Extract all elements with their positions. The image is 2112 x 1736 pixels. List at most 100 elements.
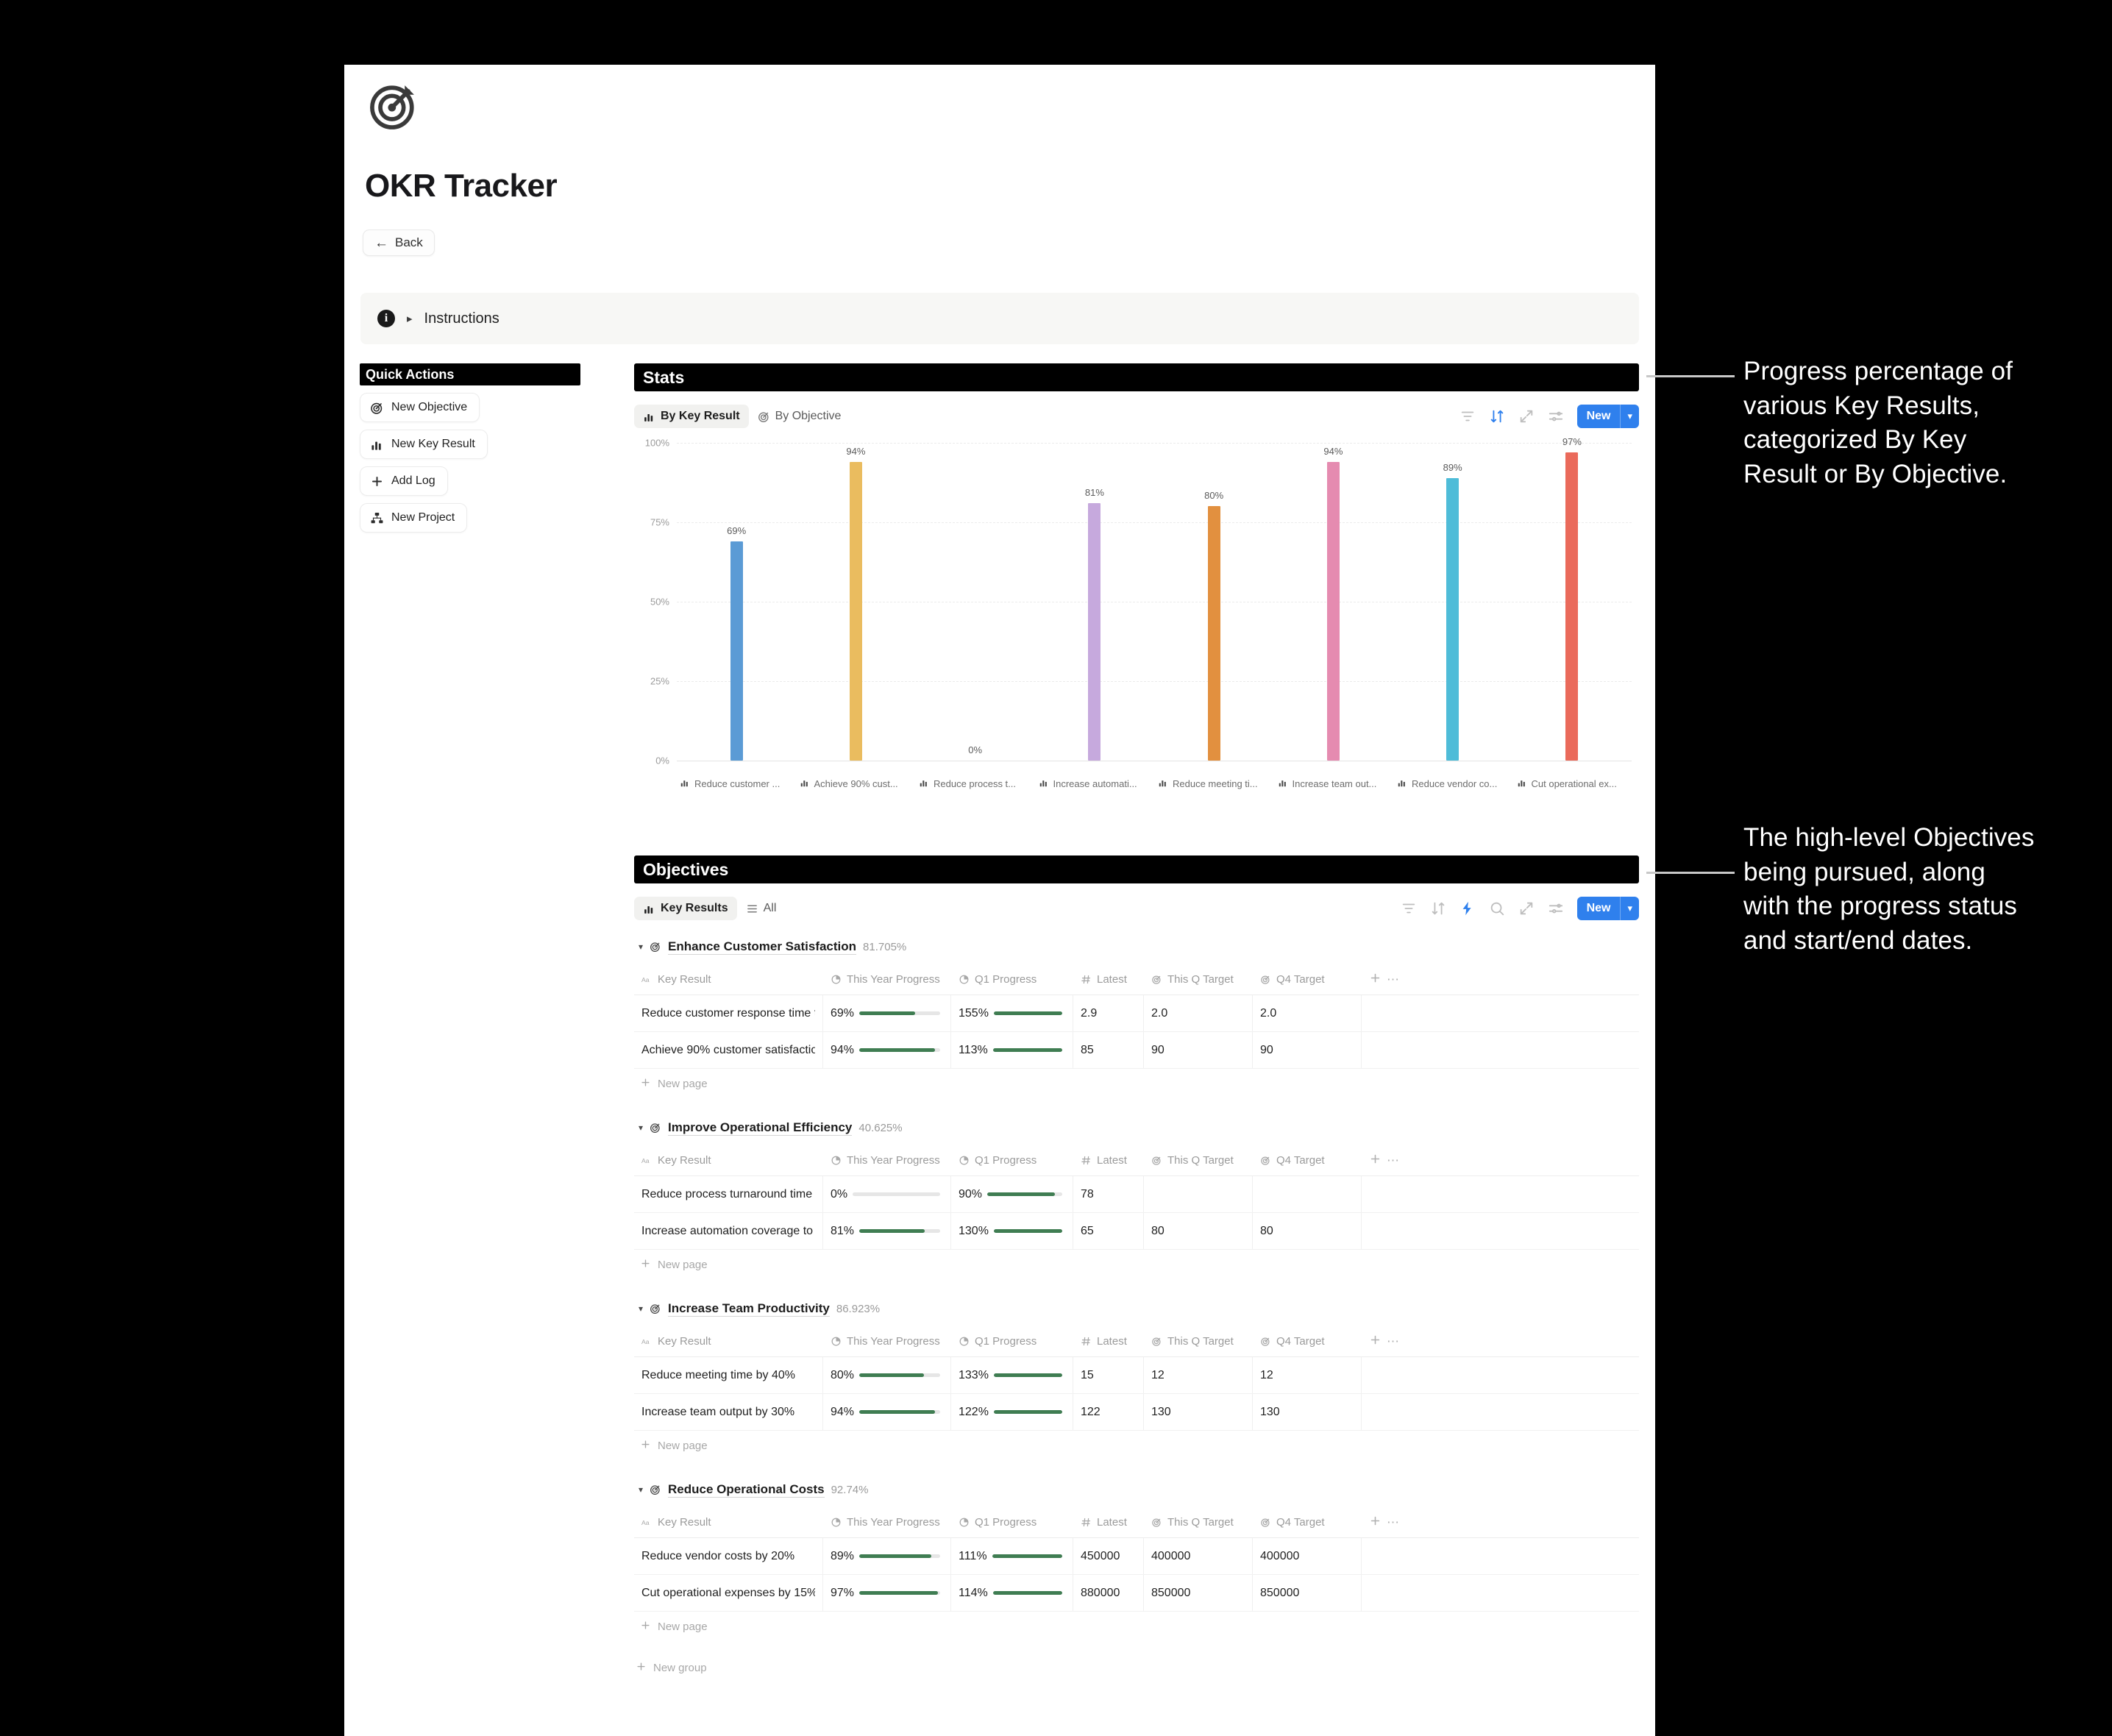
chart-bar[interactable] (1207, 506, 1220, 761)
table-row[interactable]: Reduce vendor costs by 20% 89% 111% 450000 4… (634, 1538, 1639, 1575)
new-objective-button[interactable]: New Objective (360, 393, 480, 422)
chevron-down-icon[interactable]: ▾ (639, 1303, 644, 1314)
cell-latest[interactable]: 85 (1073, 1032, 1144, 1068)
cell-q4-target[interactable]: 2.0 (1253, 995, 1362, 1031)
chart-bar[interactable] (849, 461, 862, 761)
cell-this-year-progress[interactable]: 81% (823, 1213, 951, 1249)
objective-group-header[interactable]: ▾ Enhance Customer Satisfaction 81.705% (634, 936, 1639, 957)
column-header[interactable]: Q4 Target (1253, 1145, 1362, 1175)
new-page-button[interactable]: New page (634, 1431, 1639, 1460)
cell-q1-progress[interactable]: 111% (951, 1538, 1073, 1574)
column-header[interactable]: Latest (1073, 1326, 1144, 1356)
sort-icon[interactable] (1430, 900, 1446, 917)
new-group-button[interactable]: New group (634, 1653, 1639, 1682)
add-column-button[interactable] (1369, 1334, 1382, 1350)
cell-q1-progress[interactable]: 122% (951, 1394, 1073, 1430)
column-header[interactable]: This Year Progress (823, 1507, 951, 1537)
add-column-button[interactable] (1369, 1515, 1382, 1531)
new-page-button[interactable]: New page (634, 1250, 1639, 1279)
table-row[interactable]: Increase team output by 30% 94% 122% 122 130… (634, 1394, 1639, 1431)
cell-this-year-progress[interactable]: 89% (823, 1538, 951, 1574)
cell-q4-target[interactable]: 400000 (1253, 1538, 1362, 1574)
cell-this-q-target[interactable]: 80 (1144, 1213, 1253, 1249)
cell-q4-target[interactable]: 12 (1253, 1357, 1362, 1393)
ellipsis-icon[interactable]: ⋯ (1387, 1334, 1399, 1348)
add-column-button[interactable] (1369, 1153, 1382, 1169)
ellipsis-icon[interactable]: ⋯ (1387, 1515, 1399, 1529)
cell-this-year-progress[interactable]: 80% (823, 1357, 951, 1393)
new-key-result-button[interactable]: New Key Result (360, 430, 488, 459)
add-column-button[interactable] (1369, 972, 1382, 988)
tab-all[interactable]: All (737, 897, 786, 920)
cell-q4-target[interactable]: 90 (1253, 1032, 1362, 1068)
cell-this-year-progress[interactable]: 94% (823, 1394, 951, 1430)
cell-this-q-target[interactable] (1144, 1176, 1253, 1212)
cell-latest[interactable]: 880000 (1073, 1575, 1144, 1611)
cell-key-result[interactable]: Achieve 90% customer satisfaction score (634, 1032, 823, 1068)
expand-icon[interactable] (1518, 408, 1535, 424)
cell-q4-target[interactable]: 130 (1253, 1394, 1362, 1430)
table-row[interactable]: Increase automation coverage to 80% 81% 13… (634, 1213, 1639, 1250)
cell-this-q-target[interactable]: 90 (1144, 1032, 1253, 1068)
cell-q1-progress[interactable]: 114% (951, 1575, 1073, 1611)
table-row[interactable]: Cut operational expenses by 15% 97% 114% 88… (634, 1575, 1639, 1612)
chart-bar[interactable] (1326, 461, 1340, 761)
expand-icon[interactable] (1518, 900, 1535, 917)
column-header[interactable]: Latest (1073, 1145, 1144, 1175)
cell-q1-progress[interactable]: 133% (951, 1357, 1073, 1393)
objective-group-header[interactable]: ▾ Reduce Operational Costs 92.74% (634, 1479, 1639, 1500)
cell-q1-progress[interactable]: 113% (951, 1032, 1073, 1068)
chart-bar[interactable] (730, 541, 743, 761)
cell-q4-target[interactable]: 850000 (1253, 1575, 1362, 1611)
column-header[interactable]: This Year Progress (823, 964, 951, 995)
cell-q4-target[interactable] (1253, 1176, 1362, 1212)
objective-group-header[interactable]: ▾ Improve Operational Efficiency 40.625% (634, 1117, 1639, 1138)
cell-key-result[interactable]: Reduce vendor costs by 20% (634, 1538, 823, 1574)
cell-this-year-progress[interactable]: 94% (823, 1032, 951, 1068)
cell-q1-progress[interactable]: 130% (951, 1213, 1073, 1249)
column-header[interactable]: Q4 Target (1253, 964, 1362, 995)
cell-latest[interactable]: 78 (1073, 1176, 1144, 1212)
column-header[interactable]: This Q Target (1144, 1326, 1253, 1356)
cell-this-q-target[interactable]: 2.0 (1144, 995, 1253, 1031)
cell-latest[interactable]: 15 (1073, 1357, 1144, 1393)
column-header[interactable]: Aa Key Result (634, 964, 823, 995)
column-header[interactable]: Q1 Progress (951, 1507, 1073, 1537)
cell-this-q-target[interactable]: 400000 (1144, 1538, 1253, 1574)
column-header[interactable]: Aa Key Result (634, 1507, 823, 1537)
instructions-callout[interactable]: i ▸ Instructions (360, 293, 1639, 344)
column-header[interactable]: Latest (1073, 964, 1144, 995)
search-icon[interactable] (1489, 900, 1505, 917)
new-project-button[interactable]: New Project (360, 503, 468, 533)
column-header[interactable]: Aa Key Result (634, 1326, 823, 1356)
column-header[interactable]: This Q Target (1144, 1145, 1253, 1175)
chevron-down-icon[interactable]: ▾ (639, 1484, 644, 1495)
column-header[interactable]: Aa Key Result (634, 1145, 823, 1175)
cell-latest[interactable]: 450000 (1073, 1538, 1144, 1574)
objective-group-header[interactable]: ▾ Increase Team Productivity 86.923% (634, 1298, 1639, 1319)
table-row[interactable]: Reduce process turnaround time by 25% 0% 9… (634, 1176, 1639, 1213)
cell-key-result[interactable]: Increase automation coverage to 80% (634, 1213, 823, 1249)
column-header[interactable]: Q1 Progress (951, 1145, 1073, 1175)
filter-icon[interactable] (1401, 900, 1417, 917)
chart-bar[interactable] (1446, 477, 1459, 761)
chevron-right-icon[interactable]: ▸ (407, 313, 413, 325)
cell-latest[interactable]: 65 (1073, 1213, 1144, 1249)
settings-sliders-icon[interactable] (1548, 408, 1564, 424)
chevron-down-icon[interactable]: ▾ (1620, 405, 1639, 428)
column-header[interactable]: This Year Progress (823, 1326, 951, 1356)
ellipsis-icon[interactable]: ⋯ (1387, 1153, 1399, 1167)
cell-q1-progress[interactable]: 155% (951, 995, 1073, 1031)
table-row[interactable]: Achieve 90% customer satisfaction score 9… (634, 1032, 1639, 1069)
chart-bar[interactable] (1088, 503, 1101, 761)
ellipsis-icon[interactable]: ⋯ (1387, 972, 1399, 986)
tab-by-objective[interactable]: By Objective (749, 405, 850, 428)
chevron-down-icon[interactable]: ▾ (1620, 897, 1639, 920)
cell-this-q-target[interactable]: 850000 (1144, 1575, 1253, 1611)
add-log-button[interactable]: Add Log (360, 466, 448, 496)
tab-key-results[interactable]: Key Results (634, 897, 737, 920)
chevron-down-icon[interactable]: ▾ (639, 942, 644, 952)
cell-latest[interactable]: 122 (1073, 1394, 1144, 1430)
cell-key-result[interactable]: Increase team output by 30% (634, 1394, 823, 1430)
cell-key-result[interactable]: Reduce process turnaround time by 25% (634, 1176, 823, 1212)
